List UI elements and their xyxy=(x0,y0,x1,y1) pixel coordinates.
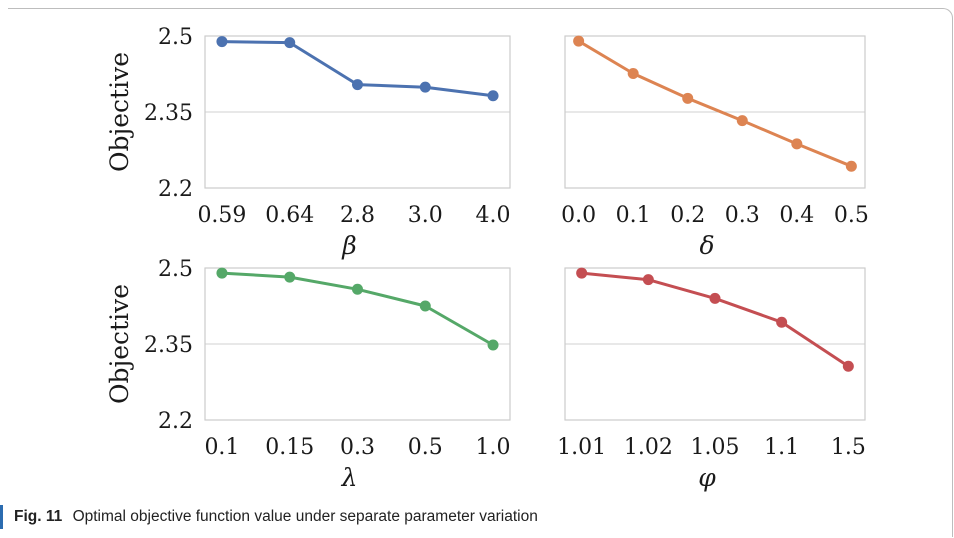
x-tick-label: 0.64 xyxy=(265,203,314,228)
x-axis-label: δ xyxy=(699,231,714,260)
data-point xyxy=(419,300,431,312)
data-point xyxy=(776,316,788,328)
x-tick-label: 0.1 xyxy=(616,203,651,228)
plot-frame xyxy=(204,267,511,421)
data-point xyxy=(842,360,854,372)
x-tick-label: 4.0 xyxy=(476,203,511,228)
series-line xyxy=(581,271,850,368)
y-tick-label: 2.2 xyxy=(158,177,193,202)
data-point xyxy=(682,92,694,104)
x-tick-label: 1.0 xyxy=(476,435,511,460)
x-tick-label: 2.8 xyxy=(340,203,375,228)
x-tick-label: 0.3 xyxy=(725,203,760,228)
data-point xyxy=(709,292,721,304)
x-tick-label: 0.5 xyxy=(834,203,869,228)
figure-chart-grid: 2.2 2.35 2.5 0.59 0.64 2.8 3.0 4.0 β Objective 0.0… xyxy=(105,25,869,492)
x-tick-label: 3.0 xyxy=(408,203,443,228)
y-tick-label: 2.5 xyxy=(158,257,193,282)
x-axis-label: λ xyxy=(341,463,358,492)
data-point xyxy=(284,271,296,283)
data-point xyxy=(216,36,228,48)
caption-accent-bar xyxy=(0,505,3,529)
x-tick-label: 0.0 xyxy=(561,203,596,228)
x-axis-label: φ xyxy=(698,463,716,492)
data-point xyxy=(576,267,588,279)
data-point xyxy=(791,138,803,150)
data-point xyxy=(352,79,363,91)
x-tick-label: 0.2 xyxy=(670,203,705,228)
series-line xyxy=(577,39,852,168)
x-tick-label: 0.3 xyxy=(340,435,375,460)
y-tick-label: 2.35 xyxy=(144,101,193,126)
data-point xyxy=(284,37,296,49)
caption-label: Fig. 11 xyxy=(14,508,63,525)
y-axis-label: Objective xyxy=(105,52,134,172)
y-tick-label: 2.2 xyxy=(158,409,193,434)
data-point xyxy=(419,81,431,93)
y-axis-label: Objective xyxy=(105,284,134,404)
x-tick-label: 0.5 xyxy=(408,435,443,460)
x-tick-label: 0.59 xyxy=(197,203,246,228)
x-tick-label: 1.01 xyxy=(557,435,606,460)
data-point xyxy=(352,283,363,295)
figure-frame xyxy=(8,8,953,537)
x-tick-label: 1.1 xyxy=(764,435,799,460)
data-point xyxy=(573,35,585,47)
x-axis-label: β xyxy=(341,231,356,260)
y-tick-label: 2.35 xyxy=(144,333,193,358)
chart-panel-top-left: 2.2 2.35 2.5 0.59 0.64 2.8 3.0 4.0 β Objective xyxy=(105,25,511,260)
x-tick-label: 0.15 xyxy=(265,435,314,460)
data-point xyxy=(487,339,499,351)
chart-panel-bottom-left: 2.2 2.35 2.5 0.1 0.15 0.3 0.5 1.0 λ Objective xyxy=(105,257,511,492)
figure-caption: Fig. 11 Optimal objective function value… xyxy=(0,505,538,529)
data-point xyxy=(642,274,654,286)
plot-frame xyxy=(564,267,866,421)
y-tick-label: 2.5 xyxy=(158,25,193,50)
caption-text: Optimal objective function value under s… xyxy=(72,508,538,525)
chart-panel-top-right: 0.0 0.1 0.2 0.3 0.4 0.5 δ xyxy=(561,35,869,260)
plot-frame xyxy=(564,35,866,189)
x-tick-label: 0.4 xyxy=(779,203,814,228)
data-point xyxy=(845,160,857,172)
x-tick-label: 1.05 xyxy=(691,435,740,460)
data-point xyxy=(216,267,228,279)
x-tick-label: 0.1 xyxy=(204,435,239,460)
data-point xyxy=(487,90,499,102)
x-tick-label: 1.5 xyxy=(831,435,866,460)
data-point xyxy=(736,115,748,127)
chart-panel-bottom-right: 1.01 1.02 1.05 1.1 1.5 φ xyxy=(557,267,866,492)
data-point xyxy=(627,67,639,79)
plot-frame xyxy=(204,35,511,189)
x-tick-label: 1.02 xyxy=(624,435,673,460)
